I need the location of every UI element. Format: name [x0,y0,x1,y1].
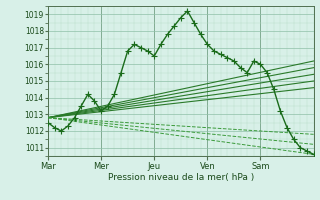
X-axis label: Pression niveau de la mer( hPa ): Pression niveau de la mer( hPa ) [108,173,254,182]
